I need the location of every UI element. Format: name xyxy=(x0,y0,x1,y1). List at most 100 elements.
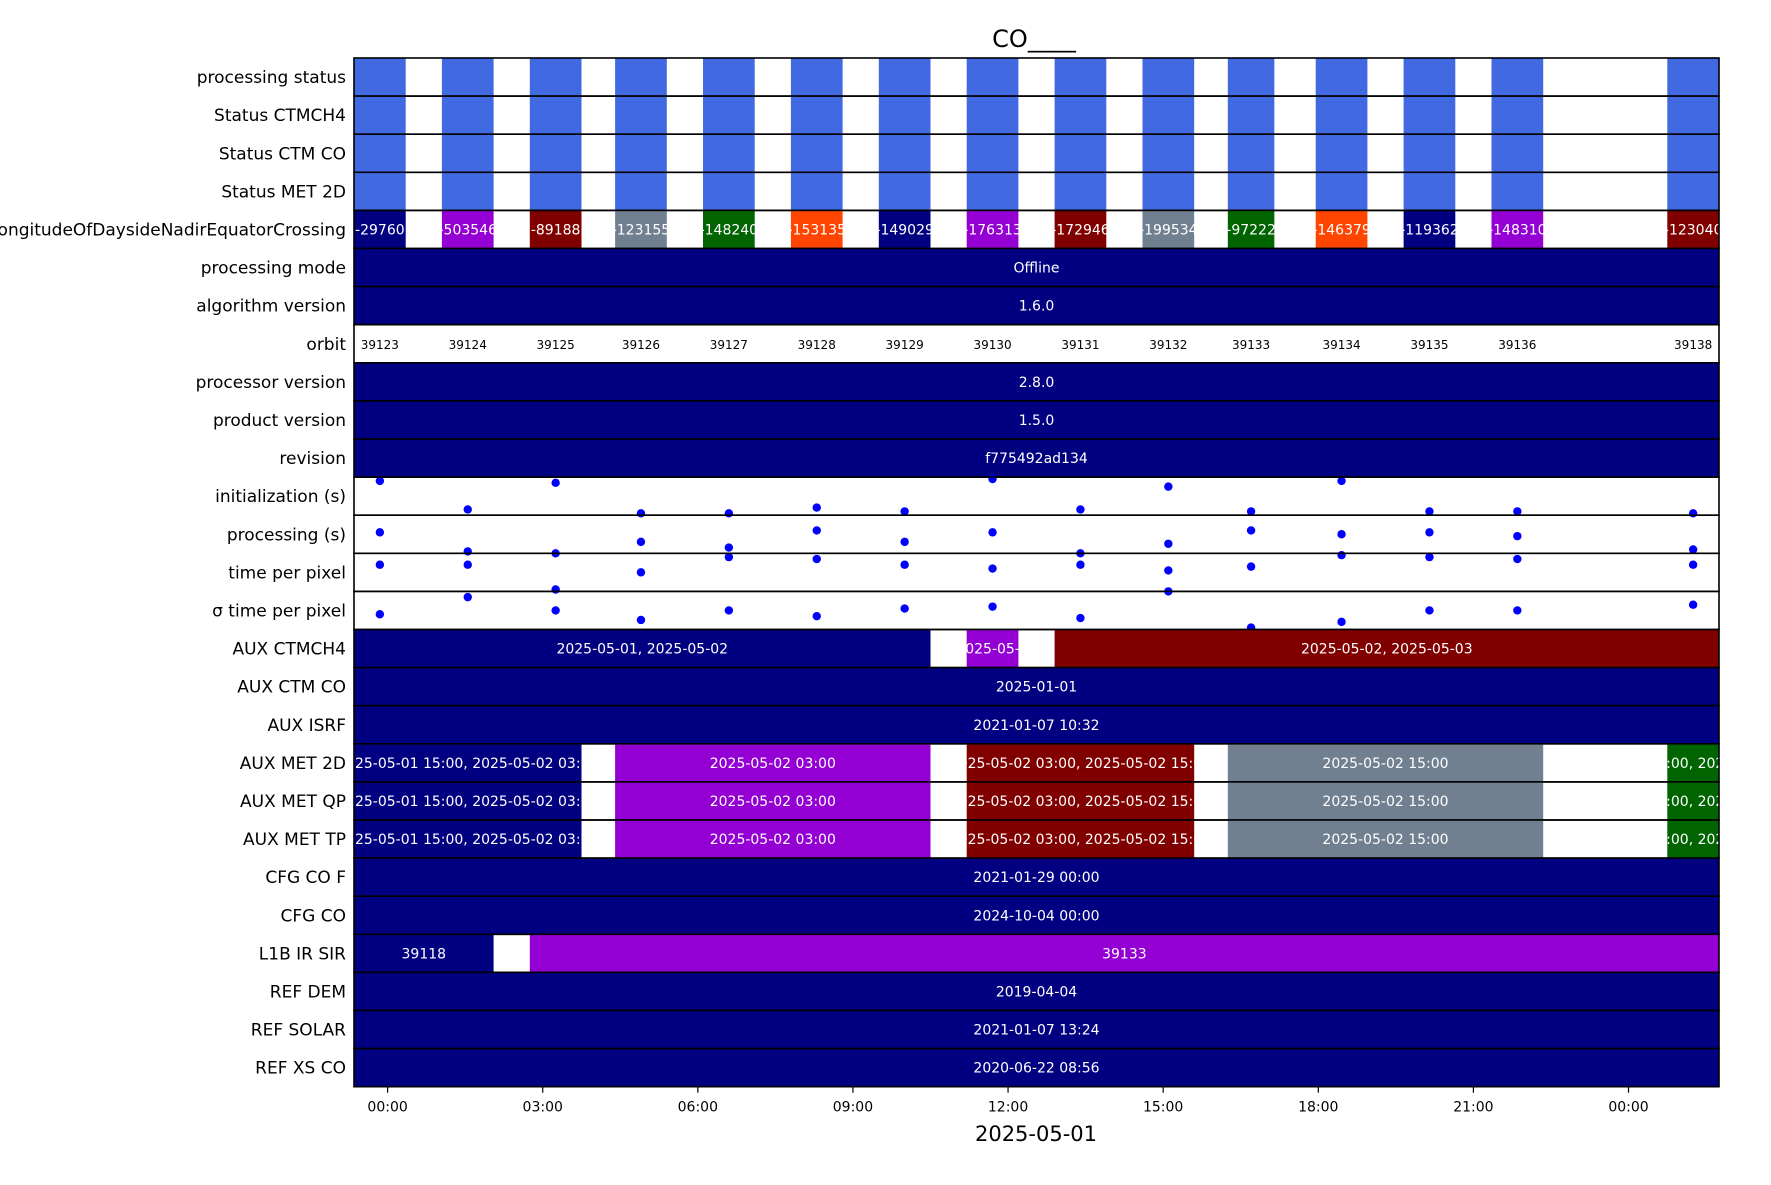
segment-label: 2025-05-02 03:00, 2025-05-02 15:00 xyxy=(950,756,1211,772)
longitude-bar xyxy=(1054,210,1107,249)
longitude-bar xyxy=(1227,210,1275,249)
x-tick-label: 03:00 xyxy=(523,1100,563,1116)
value-label: 2021-01-07 13:24 xyxy=(973,1023,1099,1039)
longitude-value: -29760 xyxy=(355,222,405,238)
x-axis: 00:00 03:00 06:00 09:00 12:00 15:00 18:00 21:00… xyxy=(367,1086,1649,1116)
scatter-point xyxy=(1688,600,1698,609)
longitude-value: -97222 xyxy=(1226,222,1276,238)
value-label: Offline xyxy=(1014,261,1060,277)
status-bar xyxy=(529,58,582,97)
orbit-number: 39132 xyxy=(1149,338,1187,352)
segment-label: 39133 xyxy=(1102,946,1147,962)
status-bar xyxy=(1667,134,1719,173)
value-bar xyxy=(354,400,1719,439)
row-label: Status MET 2D xyxy=(221,182,346,202)
status-bar xyxy=(1142,134,1195,173)
chart-title: CO____ xyxy=(992,25,1077,53)
status-bar xyxy=(878,96,931,135)
status-bar xyxy=(966,96,1019,135)
x-tick-label: 00:00 xyxy=(367,1100,407,1116)
longitude-value: -148310 xyxy=(1488,222,1547,238)
orbit-number: 39128 xyxy=(798,338,836,352)
row-label: AUX ISRF xyxy=(267,716,346,736)
value-label: f775492ad134 xyxy=(985,451,1088,467)
longitude-value: -89188 xyxy=(531,222,581,238)
longitude-bar xyxy=(1667,210,1719,249)
status-bar xyxy=(1227,134,1275,173)
scatter-point xyxy=(1688,545,1698,554)
value-bar xyxy=(354,439,1719,478)
segment-label: 2025-05-02 15:00 xyxy=(1322,832,1448,848)
scatter-point xyxy=(988,602,997,611)
scatter-point xyxy=(1246,526,1256,535)
status-bar xyxy=(1315,134,1368,173)
row-label: Status CTMCH4 xyxy=(214,106,346,126)
longitude-value: -149029 xyxy=(875,222,934,238)
row-21: 2021-01-29 00:00 CFG CO F xyxy=(265,857,1720,897)
segment-bar xyxy=(354,743,582,782)
longitude-value: -172946 xyxy=(1051,222,1110,238)
longitude-value: -146379 xyxy=(1312,222,1371,238)
row-9: 1.5.0 product version xyxy=(213,400,1720,440)
row-label: processing mode xyxy=(201,259,346,279)
row-4: -29760 -503546 -89188 -123155 -148240 -153135… xyxy=(0,209,1720,250)
status-bar xyxy=(354,58,406,97)
scatter-point xyxy=(375,528,385,537)
orbit-number: 39130 xyxy=(973,338,1011,352)
scatter-point xyxy=(812,554,821,564)
row-8: 2.8.0 processor version xyxy=(196,361,1720,402)
segment-label: 2025-05-02 03:00 xyxy=(710,756,836,772)
longitude-value: -176313 xyxy=(963,222,1022,238)
row-label: time per pixel xyxy=(228,563,346,583)
segment-bar xyxy=(966,781,1195,820)
segment-bar xyxy=(1227,820,1544,859)
segment-label: 2025-05-01 15:00, 2025-05-02 03:00 xyxy=(337,832,598,848)
row-label: REF SOLAR xyxy=(251,1021,346,1041)
row-0: processing status xyxy=(197,57,1720,97)
status-bar xyxy=(878,58,931,97)
longitude-value: -123155 xyxy=(612,222,671,238)
scatter-point xyxy=(724,552,734,562)
scatter-point xyxy=(812,611,821,621)
longitude-value: -148240 xyxy=(700,222,759,238)
status-bar xyxy=(1227,96,1275,135)
x-tick-label: 21:00 xyxy=(1453,1100,1493,1116)
status-bar xyxy=(1403,134,1456,173)
row-label: algorithm version xyxy=(196,297,346,317)
longitude-value: -119362 xyxy=(1400,222,1459,238)
status-bar xyxy=(703,58,755,97)
orbit-number: 39135 xyxy=(1410,338,1448,352)
scatter-point xyxy=(1425,552,1434,562)
row-label: AUX MET 2D xyxy=(240,754,346,774)
row-22: 2024-10-04 00:00 CFG CO xyxy=(281,895,1720,936)
row-13: time per pixel xyxy=(228,551,1720,594)
segment-bar xyxy=(354,934,494,973)
status-bar xyxy=(703,96,755,135)
segment-label: 2025-05-01 15:00, 2025-05-02 03:00 xyxy=(337,794,598,810)
value-bar xyxy=(354,286,1719,325)
status-bar xyxy=(1054,172,1107,211)
x-tick-label: 12:00 xyxy=(988,1100,1028,1116)
longitude-bar xyxy=(1403,210,1456,249)
orbit-number: 39136 xyxy=(1498,338,1536,352)
segment-label: 2025-05-03 03:00, 2025-05-03 15:00 xyxy=(1563,794,1771,810)
segment-bar xyxy=(1227,743,1544,782)
scatter-point xyxy=(1513,606,1522,615)
status-bar xyxy=(878,172,931,211)
scatter-point xyxy=(1164,539,1173,548)
longitude-bar xyxy=(966,210,1019,249)
segment-bar xyxy=(615,820,931,859)
scatter-point xyxy=(463,547,472,556)
segment-label: 2025-05-01 15:00, 2025-05-02 03:00 xyxy=(337,756,598,772)
row-label: σ time per pixel xyxy=(212,601,346,621)
status-bar xyxy=(354,172,406,211)
segment-bar xyxy=(1054,629,1719,668)
scatter-point xyxy=(636,568,646,577)
longitude-value: -153135 xyxy=(788,222,847,238)
scatter-point xyxy=(463,592,472,602)
scatter-point xyxy=(375,476,385,486)
row-17: 2021-01-07 10:32 AUX ISRF xyxy=(267,704,1720,745)
status-bar xyxy=(1491,134,1544,173)
segment-label: 2025-05-02, 2025-05-03 xyxy=(1301,642,1473,658)
segment-label: 39118 xyxy=(402,946,447,962)
